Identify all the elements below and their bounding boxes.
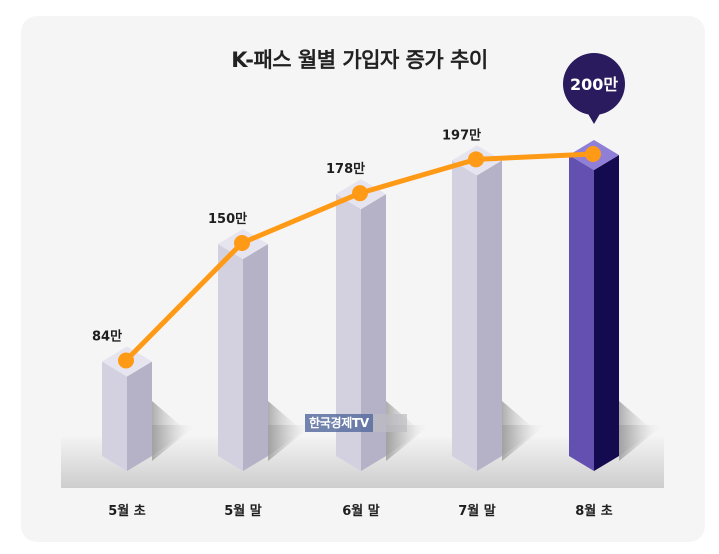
- bar-shadow-wedge: [152, 401, 187, 456]
- bar-shadow-wedge: [619, 401, 654, 456]
- bar-right-face: [361, 194, 386, 471]
- watermark-bar: [372, 414, 407, 432]
- bar-left-face: [336, 194, 361, 471]
- x-tick-label: 8월 초: [575, 503, 613, 519]
- data-label: 84만: [92, 328, 122, 344]
- x-tick-label: 6월 말: [342, 503, 380, 519]
- data-label: 178만: [326, 161, 365, 177]
- bar-left-face: [452, 160, 477, 471]
- bar-shadow-wedge: [502, 401, 537, 456]
- bar-right-face: [243, 244, 268, 471]
- watermark: 한국경제TV: [305, 414, 407, 432]
- data-label: 197만: [442, 127, 481, 143]
- trend-point: [352, 185, 368, 202]
- bar-left-face: [102, 361, 127, 471]
- value-badge: [563, 53, 625, 115]
- bar-left-face: [218, 244, 243, 471]
- data-label: 200만: [570, 75, 618, 94]
- bar-left-face: [569, 155, 594, 471]
- trend-point: [118, 352, 134, 369]
- trend-point: [234, 235, 250, 251]
- value-badge-pointer: [587, 112, 601, 124]
- bar-right-face: [127, 361, 152, 471]
- bar-right-face: [477, 160, 502, 471]
- bar-shadow-wedge: [268, 401, 303, 456]
- chart-title: K-패스 월별 가입자 증가 추이: [231, 48, 488, 72]
- x-tick-label: 5월 초: [108, 503, 146, 519]
- x-tick-label: 5월 말: [224, 503, 262, 519]
- data-label: 150만: [208, 211, 247, 227]
- trend-point: [468, 151, 484, 168]
- trend-point: [585, 146, 601, 162]
- x-tick-label: 7월 말: [458, 503, 496, 519]
- bar-right-face: [594, 155, 619, 471]
- watermark-text: 한국경제TV: [305, 414, 373, 432]
